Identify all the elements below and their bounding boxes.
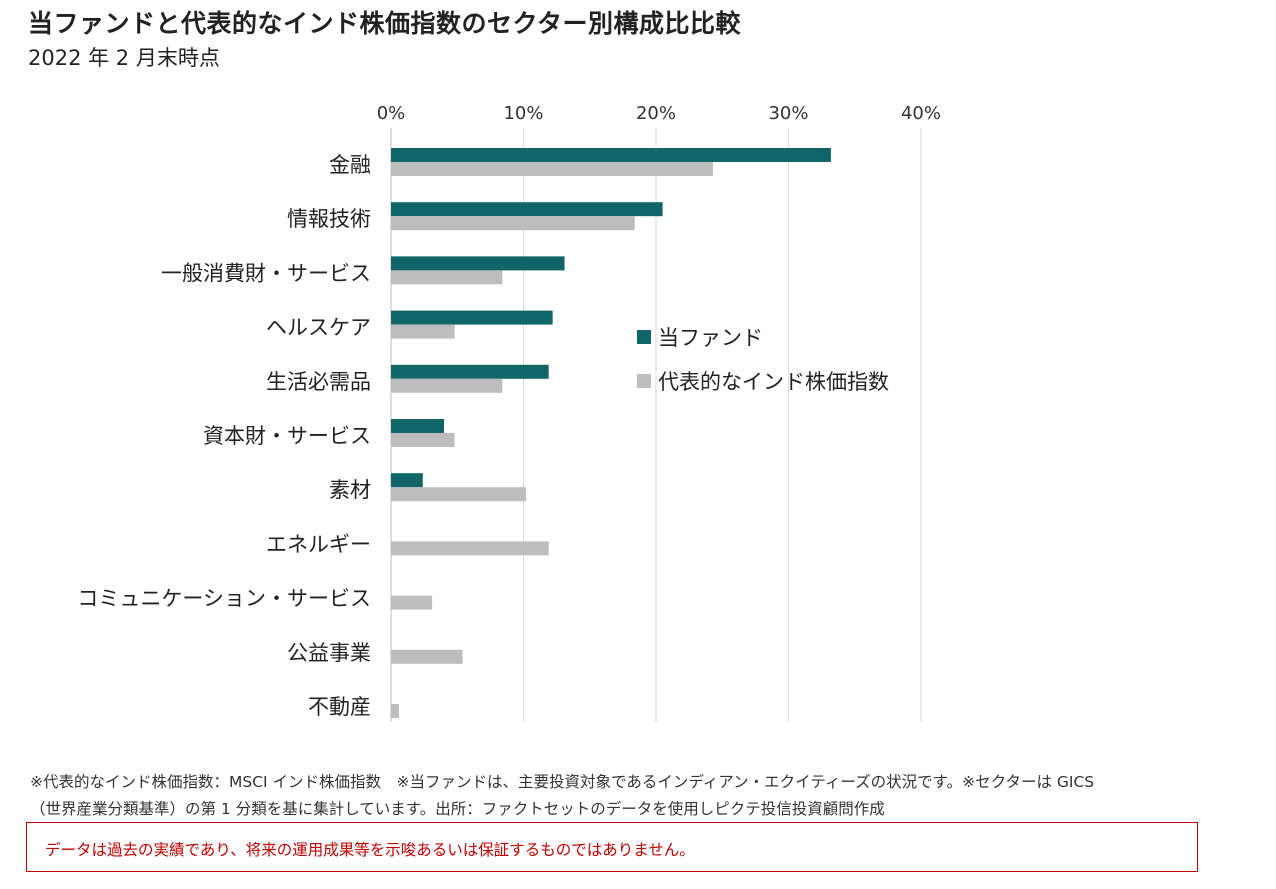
category-label: エネルギー: [266, 532, 371, 556]
category-label: 情報技術: [287, 207, 371, 231]
x-axis-ticks: 0% 10% 20% 30% 40%: [377, 103, 941, 124]
category-label: コミュニケーション・サービス: [77, 587, 371, 611]
index-bar-7: [391, 541, 549, 556]
legend-label-1: 代表的なインド株価指数: [658, 370, 889, 394]
index-bar-5: [391, 433, 455, 447]
chart-title: 当ファンドと代表的なインド株価指数のセクター別構成比比較: [28, 9, 742, 38]
index-bar-4: [391, 378, 503, 393]
fund-bar-6: [391, 473, 423, 488]
category-label: 資本財・サービス: [203, 424, 371, 448]
category-label: 一般消費財・サービス: [161, 261, 371, 285]
category-label: 不動産: [308, 695, 371, 719]
category-label: 生活必需品: [266, 370, 371, 394]
fund-bar-3: [391, 310, 553, 325]
disclaimer-text: データは過去の実績であり、将来の運用成果等を示唆あるいは保証するものではありませ…: [45, 841, 695, 859]
fund-bar-2: [391, 256, 565, 271]
x-tick-label: 10%: [503, 103, 543, 124]
x-tick-label: 0%: [377, 103, 406, 124]
category-label: 素材: [329, 478, 371, 502]
index-bar-3: [391, 324, 455, 339]
category-label: 公益事業: [287, 641, 371, 665]
fund-bar-0: [391, 148, 831, 162]
chart-subtitle: 2022 年 2 月末時点: [28, 46, 220, 70]
x-tick-label: 40%: [901, 103, 941, 124]
footnote-line-1: ※代表的なインド株価指数：MSCI インド株価指数 ※当ファンドは、主要投資対象…: [30, 773, 1095, 791]
index-bar-6: [391, 487, 527, 502]
index-bar-8: [391, 595, 433, 610]
index-bar-0: [391, 162, 713, 176]
x-tick-label: 30%: [768, 103, 808, 124]
index-bar-1: [391, 216, 635, 231]
category-label: 金融: [329, 153, 371, 177]
legend-swatch-0: [637, 330, 651, 344]
fund-bar-5: [391, 419, 444, 433]
x-tick-label: 20%: [636, 103, 676, 124]
fund-bar-4: [391, 364, 549, 379]
disclaimer-box: データは過去の実績であり、将来の運用成果等を示唆あるいは保証するものではありませ…: [26, 822, 1198, 872]
legend-label-0: 当ファンド: [658, 326, 763, 350]
category-label: ヘルスケア: [266, 316, 371, 340]
index-bar-2: [391, 270, 503, 285]
bars: [391, 148, 831, 718]
index-bar-9: [391, 649, 463, 664]
category-labels: 金融情報技術一般消費財・サービスヘルスケア生活必需品資本財・サービス素材エネルギ…: [77, 153, 371, 719]
fund-bar-1: [391, 202, 663, 217]
index-bar-10: [391, 704, 399, 718]
legend-swatch-1: [637, 374, 651, 388]
footnote-line-2: （世界産業分類基準）の第 1 分類を基に集計しています。出所：ファクトセットのデ…: [30, 800, 885, 818]
